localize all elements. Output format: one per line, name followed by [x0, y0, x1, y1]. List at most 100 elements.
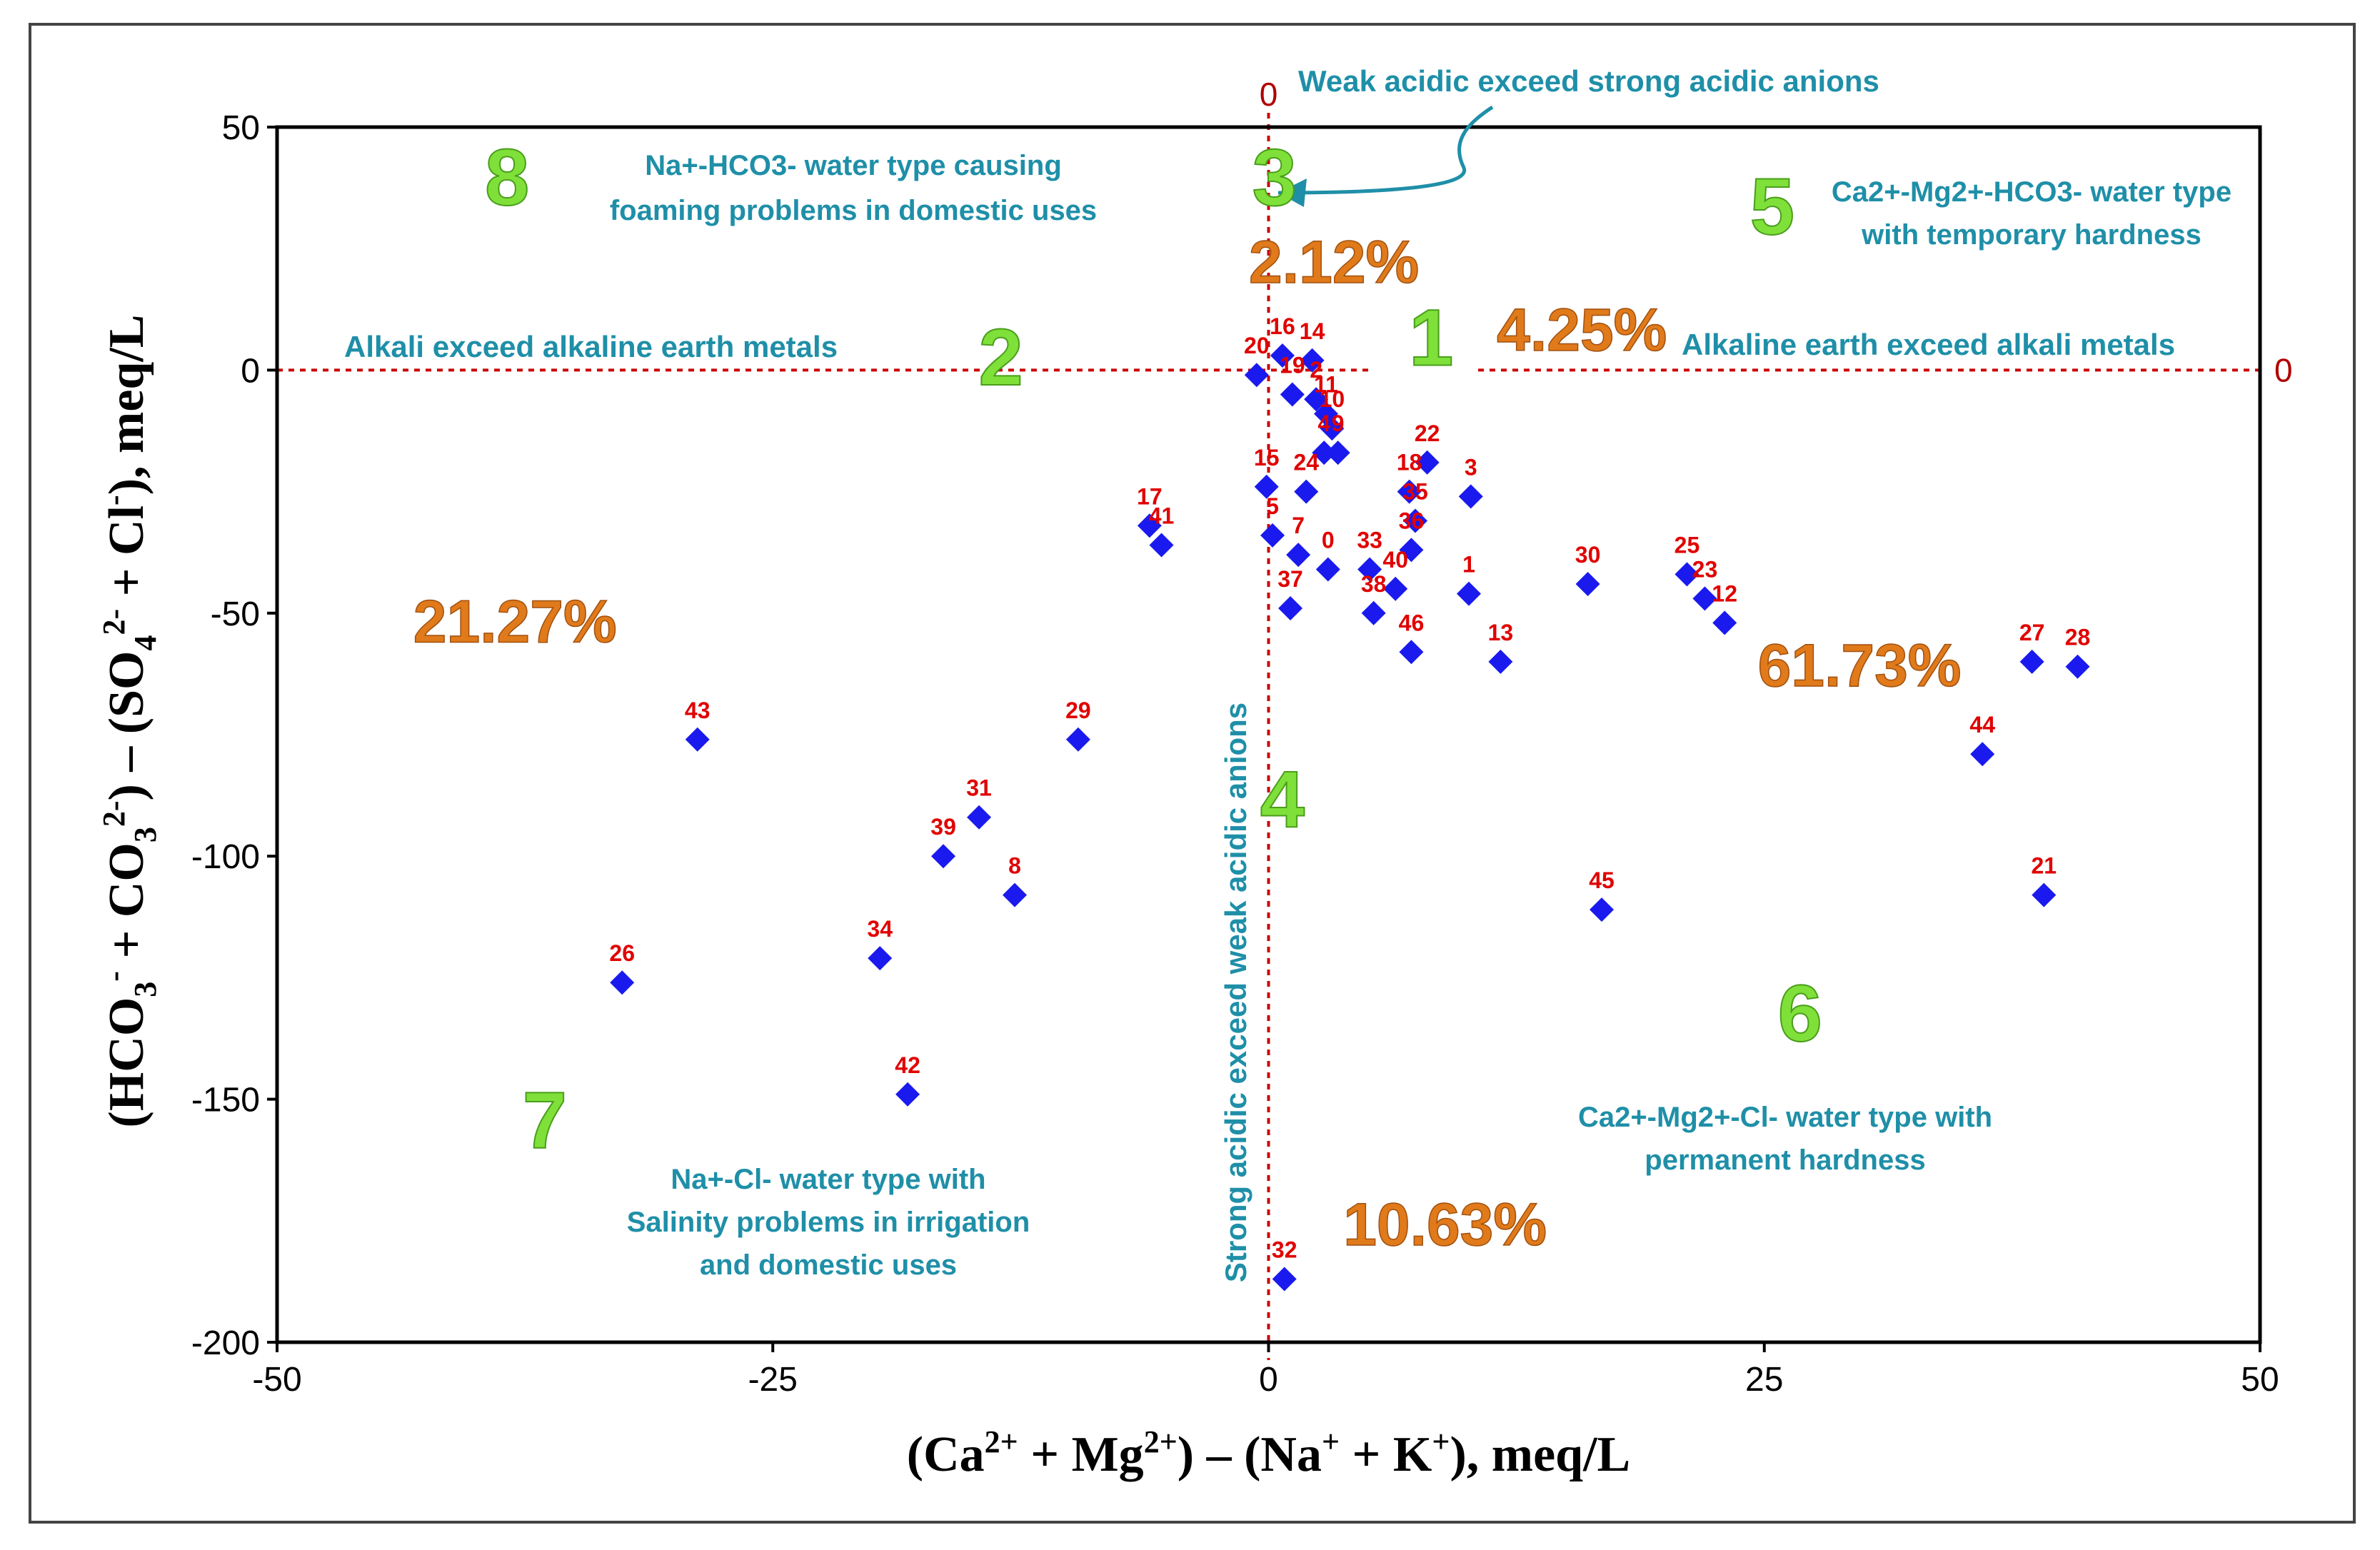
x-axis-title-sup1: 2+ [985, 1424, 1018, 1459]
data-point-label: 0 [1322, 528, 1335, 553]
data-point-label: 20 [1244, 333, 1270, 358]
zone-number: 3 [1252, 133, 1297, 222]
zone7-description-line3: and domestic uses [700, 1249, 957, 1281]
data-point-14 [1300, 348, 1325, 373]
data-point-label: 46 [1399, 610, 1425, 635]
data-point-31 [967, 805, 992, 830]
data-point-label: 4 [1317, 411, 1330, 436]
y-axis-title-sup2: 2- [96, 801, 131, 827]
annotation-arrow-head [1278, 178, 1307, 207]
zone-number: 8 [485, 133, 529, 222]
y-axis-title-part5: ), meq/L [99, 315, 154, 495]
data-point-label: 23 [1692, 556, 1718, 582]
data-point-45 [1590, 897, 1615, 922]
data-point-label: 41 [1149, 503, 1175, 528]
zone-number: 7 [523, 1076, 567, 1165]
annotation-alkaline-earth-exceed: Alkaline earth exceed alkali metals [1682, 328, 2175, 361]
data-point-3 [1458, 484, 1483, 509]
data-point-label: 40 [1382, 547, 1408, 573]
data-point-5 [1260, 523, 1285, 548]
data-point-label: 31 [966, 775, 992, 801]
data-point-label: 28 [2065, 625, 2091, 650]
y-tick-label: -150 [191, 1082, 260, 1119]
data-point-46 [1399, 640, 1424, 665]
data-point-label: 16 [1270, 313, 1295, 339]
data-point-13 [1488, 649, 1513, 674]
data-point-label: 44 [1969, 712, 1995, 738]
data-point-35 [1402, 508, 1427, 533]
data-point-label: 39 [930, 814, 956, 840]
y-axis-title-sub3: 4 [128, 635, 163, 651]
data-point-label: 14 [1300, 318, 1325, 344]
annotation-arrow [1277, 105, 1494, 195]
data-point-2 [1304, 387, 1329, 412]
data-point-label: 1 [1462, 552, 1475, 578]
data-point-19 [1280, 382, 1305, 407]
data-point-label: 32 [1272, 1237, 1297, 1262]
zone-number: 6 [1778, 969, 1822, 1058]
y-tick-label: -200 [191, 1324, 260, 1362]
zone-number: 1 [1409, 293, 1453, 383]
data-point-21 [2032, 882, 2057, 907]
data-point-label: 26 [609, 940, 635, 966]
data-point-38 [1361, 600, 1386, 625]
data-point-7 [1286, 543, 1311, 568]
data-point-label: 37 [1277, 566, 1303, 592]
x-tick-label: 50 [2241, 1361, 2279, 1399]
zone-percentage: 21.27% [413, 588, 617, 655]
data-point-9 [1325, 441, 1350, 465]
zone-number: 4 [1260, 755, 1305, 844]
x-tick-label: -25 [748, 1361, 798, 1399]
annotation-weak-acidic: Weak acidic exceed strong acidic anions [1298, 64, 1879, 98]
data-point-label: 36 [1399, 508, 1425, 533]
data-point-label: 21 [2032, 853, 2057, 879]
data-point-label: 42 [895, 1052, 920, 1078]
data-point-label: 12 [1712, 580, 1737, 606]
zone-percentage: 61.73% [1758, 632, 1962, 699]
y-axis-title-sub1: 3 [128, 982, 163, 997]
zone7-description-line1: Na+-Cl- water type with [671, 1164, 985, 1195]
y-tick-label: 0 [241, 352, 260, 390]
data-point-32 [1272, 1267, 1297, 1292]
zone-percentage: 10.63% [1343, 1191, 1547, 1258]
x-axis-title-sup3: + [1322, 1424, 1340, 1459]
data-point-39 [931, 844, 956, 869]
data-point-label: 22 [1415, 421, 1440, 446]
y-axis-title-part3: ) – (SO [99, 651, 154, 801]
x-axis-title-part3: ) – (Na [1178, 1427, 1322, 1482]
zone5-description-line1: Ca2+-Mg2+-HCO3- water type [1832, 176, 2231, 208]
x-tick-label: -50 [252, 1361, 301, 1399]
annotation-alkali-exceed: Alkali exceed alkaline earth metals [344, 330, 838, 363]
data-point-label: 18 [1397, 450, 1422, 475]
y-axis-title-part4: + Cl [99, 505, 154, 609]
zone-number: 2 [978, 313, 1023, 402]
data-point-18 [1397, 479, 1422, 504]
horizontal-zero-label: 0 [2274, 351, 2293, 388]
data-point-23 [1692, 586, 1717, 611]
y-axis-title-sub2: 3 [128, 827, 163, 842]
data-point-15 [1254, 474, 1279, 499]
data-point-12 [1712, 610, 1737, 635]
data-point-label: 11 [1314, 372, 1338, 398]
data-point-label: 43 [685, 698, 711, 723]
outer-frame [29, 23, 2356, 1524]
data-point-label: 29 [1065, 698, 1091, 723]
y-axis-title-sup4: - [96, 495, 131, 505]
zone-percentage: 2.12% [1249, 228, 1419, 296]
x-axis-title: (Ca2+ + Mg2+) – (Na+ + K+), meq/L [907, 1424, 1630, 1482]
x-tick-label: 0 [1259, 1361, 1278, 1399]
data-point-33 [1357, 557, 1382, 582]
y-axis-title-part1: (HCO [99, 997, 154, 1128]
y-tick-label: 50 [222, 109, 260, 147]
data-point-25 [1674, 562, 1699, 587]
x-axis-title-sup2: 2+ [1144, 1424, 1178, 1459]
zone6-description-line1: Ca2+-Mg2+-Cl- water type with [1578, 1102, 1992, 1133]
y-axis-title: (HCO3- + CO32-) – (SO42- + Cl-), meq/L [96, 315, 163, 1128]
x-tick-label: 25 [1745, 1361, 1783, 1399]
y-axis-title-sup3: 2- [96, 609, 131, 635]
data-point-label: 25 [1674, 532, 1700, 558]
